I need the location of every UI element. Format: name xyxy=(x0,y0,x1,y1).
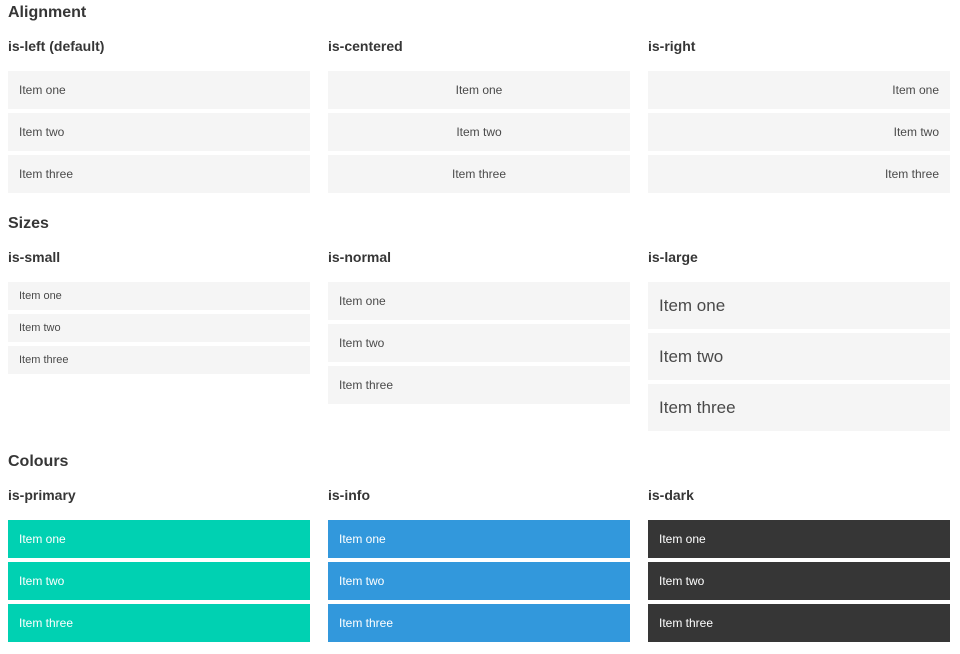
list-item: Item two xyxy=(648,113,950,151)
group-label-is-dark: is-dark xyxy=(648,487,694,503)
list-item: Item two xyxy=(648,562,950,600)
list-item: Item two xyxy=(328,113,630,151)
group-label-is-right: is-right xyxy=(648,38,696,54)
list-item: Item one xyxy=(328,520,630,558)
list-is-dark: Item one Item two Item three xyxy=(648,520,950,642)
group-is-dark: is-dark Item one Item two Item three xyxy=(648,471,950,642)
list-is-normal: Item one Item two Item three xyxy=(328,282,630,404)
list-item: Item one xyxy=(328,71,630,109)
group-label-is-left: is-left (default) xyxy=(8,38,105,54)
list-item: Item three xyxy=(648,604,950,642)
list-item: Item two xyxy=(648,333,950,380)
list-is-right: Item one Item two Item three xyxy=(648,71,950,193)
section-title-alignment: Alignment xyxy=(8,4,87,21)
list-is-small: Item one Item two Item three xyxy=(8,282,310,374)
section-title-colours: Colours xyxy=(8,453,69,470)
list-item: Item one xyxy=(648,71,950,109)
colours-grid: is-primary Item one Item two Item three … xyxy=(8,471,950,642)
section-colours: Colours is-primary Item one Item two Ite… xyxy=(8,453,950,642)
group-is-normal: is-normal Item one Item two Item three xyxy=(328,233,630,431)
group-is-large: is-large Item one Item two Item three xyxy=(648,233,950,431)
list-item: Item three xyxy=(328,366,630,404)
list-item: Item two xyxy=(328,324,630,362)
list-item: Item one xyxy=(648,520,950,558)
group-label-is-primary: is-primary xyxy=(8,487,76,503)
list-item: Item three xyxy=(328,155,630,193)
list-item: Item three xyxy=(648,384,950,431)
list-item: Item one xyxy=(8,282,310,310)
list-item: Item two xyxy=(328,562,630,600)
list-item: Item one xyxy=(8,520,310,558)
group-label-is-normal: is-normal xyxy=(328,249,392,265)
alignment-grid: is-left (default) Item one Item two Item… xyxy=(8,22,950,193)
group-label-is-large: is-large xyxy=(648,249,698,265)
section-title-sizes: Sizes xyxy=(8,215,49,232)
group-is-small: is-small Item one Item two Item three xyxy=(8,233,310,431)
list-is-left: Item one Item two Item three xyxy=(8,71,310,193)
list-item: Item one xyxy=(648,282,950,329)
group-is-right: is-right Item one Item two Item three xyxy=(648,22,950,193)
section-alignment: Alignment is-left (default) Item one Ite… xyxy=(8,4,950,193)
section-sizes: Sizes is-small Item one Item two Item th… xyxy=(8,215,950,431)
group-label-is-info: is-info xyxy=(328,487,370,503)
list-item: Item three xyxy=(8,604,310,642)
list-item: Item one xyxy=(8,71,310,109)
group-label-is-small: is-small xyxy=(8,249,61,265)
list-is-info: Item one Item two Item three xyxy=(328,520,630,642)
list-is-centered: Item one Item two Item three xyxy=(328,71,630,193)
group-is-left: is-left (default) Item one Item two Item… xyxy=(8,22,310,193)
group-is-primary: is-primary Item one Item two Item three xyxy=(8,471,310,642)
group-is-centered: is-centered Item one Item two Item three xyxy=(328,22,630,193)
list-item: Item two xyxy=(8,314,310,342)
list-item: Item three xyxy=(648,155,950,193)
group-label-is-centered: is-centered xyxy=(328,38,403,54)
group-is-info: is-info Item one Item two Item three xyxy=(328,471,630,642)
list-item: Item one xyxy=(328,282,630,320)
list-item: Item two xyxy=(8,113,310,151)
list-item: Item three xyxy=(328,604,630,642)
list-is-large: Item one Item two Item three xyxy=(648,282,950,431)
list-item: Item three xyxy=(8,155,310,193)
list-item: Item two xyxy=(8,562,310,600)
sizes-grid: is-small Item one Item two Item three is… xyxy=(8,233,950,431)
list-is-primary: Item one Item two Item three xyxy=(8,520,310,642)
list-item: Item three xyxy=(8,346,310,374)
